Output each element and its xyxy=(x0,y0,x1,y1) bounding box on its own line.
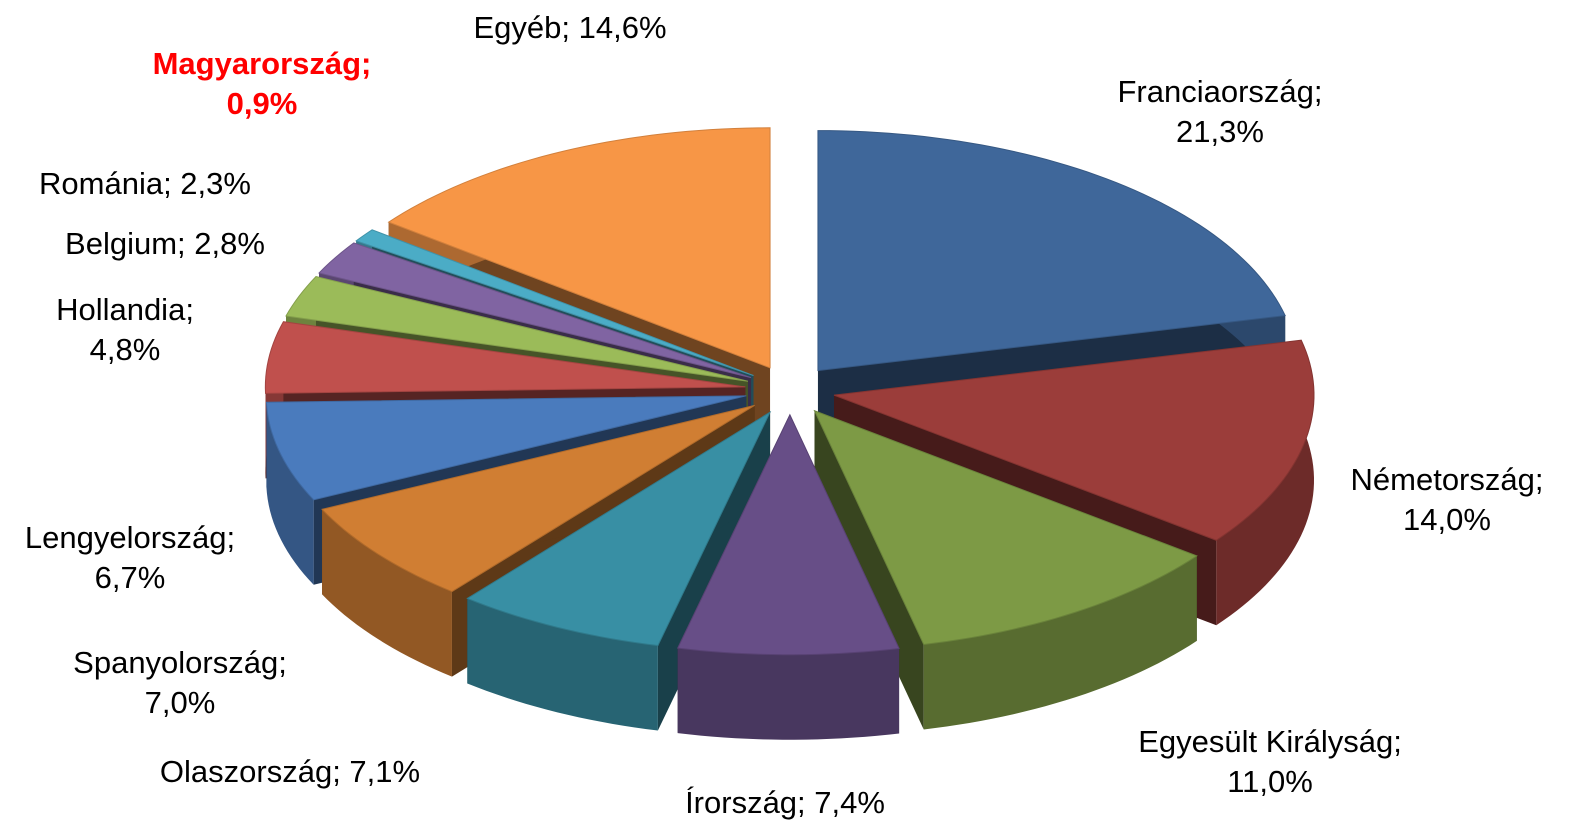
slice xyxy=(466,410,772,647)
data-label: Románia; 2,3% xyxy=(39,166,251,201)
slice-side xyxy=(677,648,900,740)
data-label: Írország; 7,4% xyxy=(685,785,885,820)
data-label: Hollandia; 4,8% xyxy=(56,292,194,367)
slice-side xyxy=(1216,340,1314,626)
slice-side xyxy=(322,509,452,677)
slice xyxy=(355,229,754,377)
data-label: Németország; 14,0% xyxy=(1350,462,1544,537)
data-label: Egyéb; 14,6% xyxy=(473,10,667,45)
slice-side xyxy=(923,555,1197,730)
slice xyxy=(833,339,1315,541)
slice-side xyxy=(467,598,658,731)
slice xyxy=(318,242,752,379)
data-label: Egyesült Királyság; 11,0% xyxy=(1138,724,1402,799)
slice xyxy=(387,127,771,369)
data-label: Olaszország; 7,1% xyxy=(159,754,421,789)
slice xyxy=(264,321,746,394)
data-label: Belgium; 2,8% xyxy=(65,226,265,261)
slice xyxy=(813,409,1198,646)
data-label: Lengyelország; 6,7% xyxy=(24,520,236,595)
slice xyxy=(285,275,749,382)
slice xyxy=(321,404,755,593)
slice xyxy=(676,413,900,656)
slice-side xyxy=(266,402,314,585)
data-label: Spanyolország; 7,0% xyxy=(73,645,287,720)
slice xyxy=(817,130,1286,372)
data-label: Magyarország; 0,9% xyxy=(152,46,372,121)
data-label: Franciaország; 21,3% xyxy=(1117,74,1323,149)
slice xyxy=(265,395,747,501)
